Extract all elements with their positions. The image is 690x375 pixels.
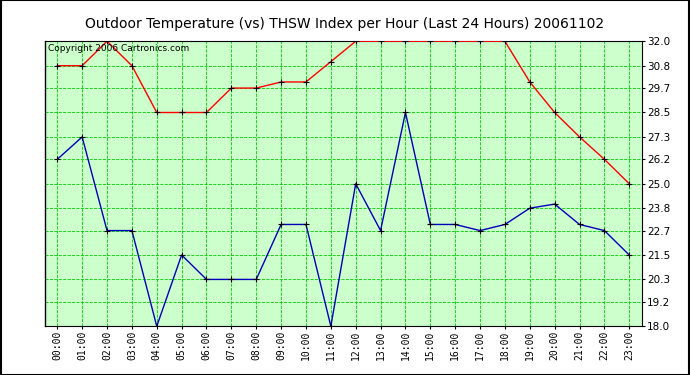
Text: Copyright 2006 Cartronics.com: Copyright 2006 Cartronics.com: [48, 44, 189, 53]
Text: Outdoor Temperature (vs) THSW Index per Hour (Last 24 Hours) 20061102: Outdoor Temperature (vs) THSW Index per …: [86, 17, 604, 31]
